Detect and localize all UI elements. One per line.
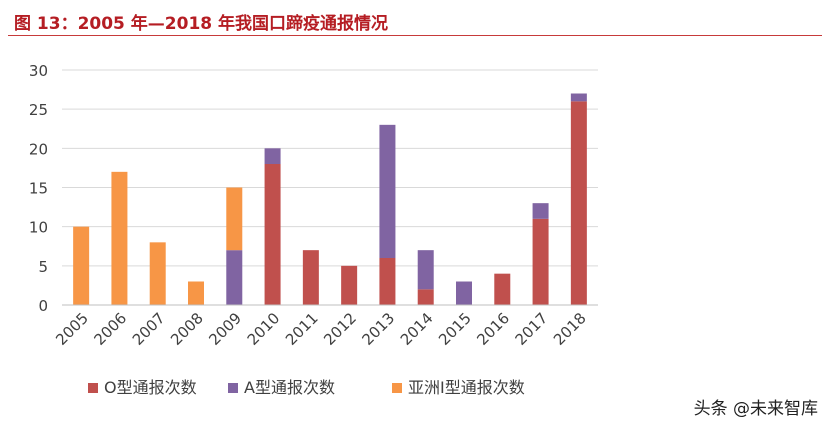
x-tick-label: 2013 [359, 309, 399, 349]
legend: O型通报次数 A型通报次数 亚洲I型通报次数 [88, 378, 525, 397]
bar-segment [226, 187, 243, 251]
x-tick-label: 2010 [244, 309, 284, 349]
bar-segment [226, 250, 243, 305]
bar-segment [302, 250, 319, 305]
bar-segment [456, 281, 472, 305]
bar-segment [532, 218, 549, 305]
x-axis-ticks: 2005200620072008200920102011201220132014… [52, 309, 589, 349]
y-tick-label: 5 [38, 258, 48, 276]
bar-segment [149, 242, 166, 305]
x-tick-label: 2006 [91, 309, 131, 349]
bar-segment [570, 93, 587, 102]
x-tick-label: 2011 [282, 309, 322, 349]
bar-segment [264, 148, 281, 164]
y-axis-ticks: 0 5 10 15 20 25 30 [29, 62, 48, 315]
x-tick-label: 2008 [167, 309, 207, 349]
gridlines [62, 69, 598, 267]
bar-segment [570, 101, 587, 305]
legend-label: O型通报次数 [104, 378, 197, 397]
x-tick-label: 2017 [512, 309, 552, 349]
bar-segment [494, 273, 511, 305]
title-divider [8, 35, 822, 36]
y-tick-label: 10 [29, 219, 48, 237]
x-tick-label: 2015 [435, 309, 475, 349]
legend-swatch [88, 383, 98, 393]
y-tick-label: 30 [29, 62, 48, 80]
bars [73, 93, 587, 305]
watermark: 头条 @未来智库 [693, 399, 818, 419]
bar-segment [341, 265, 358, 305]
bar-segment [188, 281, 204, 305]
bar-segment [111, 171, 128, 305]
legend-label: 亚洲I型通报次数 [408, 378, 525, 397]
x-tick-label: 2018 [550, 309, 590, 349]
bar-segment [417, 289, 434, 305]
legend-swatch [228, 383, 238, 393]
x-tick-label: 2016 [473, 309, 513, 349]
y-tick-label: 20 [29, 140, 48, 158]
x-tick-label: 2005 [52, 309, 92, 349]
x-tick-label: 2014 [397, 309, 437, 349]
bar-segment [264, 164, 281, 305]
x-tick-label: 2009 [205, 309, 245, 349]
x-tick-label: 2012 [320, 309, 360, 349]
y-tick-label: 25 [29, 101, 48, 119]
x-tick-label: 2007 [129, 309, 169, 349]
legend-swatch [392, 383, 402, 393]
bar-segment [532, 203, 549, 219]
bar-segment [379, 258, 396, 305]
bar-segment [379, 124, 396, 258]
legend-label: A型通报次数 [244, 378, 335, 397]
bar-segment [417, 250, 434, 290]
bar-segment [73, 226, 90, 305]
y-tick-label: 15 [29, 180, 48, 198]
figure-title: 图 13：2005 年—2018 年我国口蹄疫通报情况 [14, 14, 389, 34]
y-tick-label: 0 [38, 297, 48, 315]
